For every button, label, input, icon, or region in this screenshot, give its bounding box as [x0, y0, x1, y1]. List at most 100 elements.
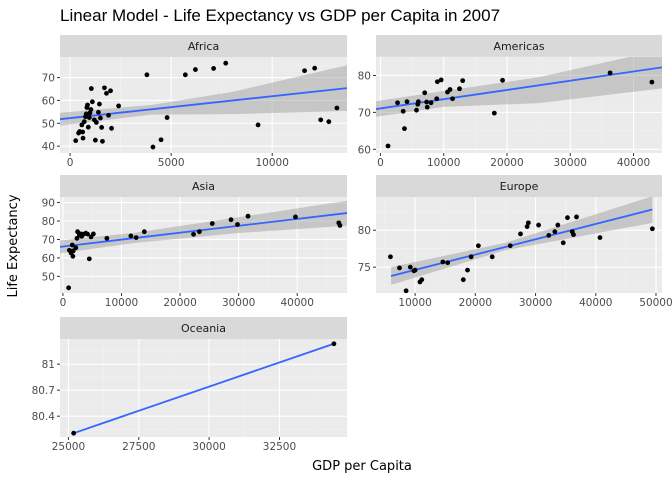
data-point	[440, 259, 446, 265]
y-tick-label: 60	[358, 144, 371, 156]
panel-background	[376, 197, 662, 293]
data-point	[489, 254, 495, 260]
data-point	[507, 243, 513, 249]
panel-background	[60, 57, 347, 153]
data-point	[102, 85, 107, 91]
data-point	[293, 214, 298, 220]
panel-plot-area	[71, 341, 337, 436]
data-point	[83, 111, 89, 117]
chart-title: Linear Model - Life Expectancy vs GDP pe…	[60, 6, 501, 25]
x-tick-label: 10000	[427, 157, 460, 169]
data-point	[491, 110, 497, 116]
y-tick-label: 75	[358, 262, 371, 274]
x-tick-label: 30000	[222, 297, 255, 309]
data-point	[302, 68, 307, 74]
x-tick-label: 10000	[398, 297, 431, 309]
data-point	[424, 104, 430, 110]
data-point	[552, 229, 558, 235]
data-point	[104, 235, 110, 241]
data-point	[403, 288, 409, 293]
x-tick-label: 30000	[554, 157, 587, 169]
facet-strip-label: Americas	[493, 40, 544, 53]
data-point	[141, 229, 147, 235]
data-point	[457, 86, 462, 92]
facet-strip	[60, 175, 347, 197]
data-point	[223, 60, 229, 66]
data-point	[312, 65, 318, 71]
data-point	[85, 231, 90, 237]
data-point	[144, 72, 150, 78]
facet-strip	[60, 317, 347, 339]
x-tick-label: 20000	[459, 297, 492, 309]
y-tick-label: 60	[42, 253, 55, 265]
panel-plot-area	[388, 197, 655, 293]
x-tick-label: 10000	[105, 297, 138, 309]
facet-strip	[376, 175, 662, 197]
facet-strip-label: Oceania	[181, 322, 226, 335]
data-point	[649, 226, 655, 232]
data-point	[326, 119, 332, 125]
data-point	[597, 235, 603, 241]
y-tick-label: 80.4	[32, 411, 56, 423]
data-point	[395, 100, 400, 106]
y-tick-label: 90	[42, 198, 55, 210]
panel-plot-area	[376, 57, 662, 149]
data-point	[100, 138, 105, 144]
x-tick-label: 10000	[256, 157, 289, 169]
data-point	[400, 108, 406, 114]
y-axis-title: Life Expectancy	[6, 194, 21, 297]
data-point	[86, 256, 92, 262]
x-tick-label: 50000	[639, 297, 672, 309]
y-tick-label: 81	[42, 359, 55, 371]
data-point	[88, 107, 94, 112]
y-tick-label: 70	[358, 107, 371, 119]
data-point	[255, 122, 261, 128]
data-point	[518, 231, 523, 237]
data-point	[385, 143, 391, 149]
data-point	[607, 70, 613, 76]
x-tick-label: 32500	[263, 441, 296, 453]
panel-background	[60, 197, 347, 293]
data-point	[70, 253, 76, 259]
x-tick-label: 0	[60, 297, 67, 309]
facet-strip-label: Europe	[500, 180, 539, 193]
data-point	[211, 66, 217, 71]
data-point	[191, 231, 196, 237]
confidence-band	[376, 57, 662, 117]
data-point	[525, 220, 531, 226]
data-point	[560, 240, 566, 246]
y-tick-label: 80.7	[32, 385, 55, 397]
facet-strip-label: Asia	[192, 180, 215, 193]
x-tick-label: 20000	[490, 157, 523, 169]
data-point	[73, 138, 79, 144]
data-point	[90, 231, 96, 237]
facet-strip-label: Africa	[188, 40, 219, 53]
data-point	[546, 233, 552, 238]
x-tick-label: 27500	[122, 441, 155, 453]
y-tick-label: 80	[358, 225, 371, 237]
y-tick-label: 80	[358, 70, 371, 82]
data-point	[419, 277, 425, 283]
panel-plot-area	[60, 200, 347, 291]
data-point	[475, 243, 481, 249]
x-tick-label: 40000	[617, 157, 650, 169]
y-tick-label: 50	[42, 118, 55, 130]
y-tick-label: 70	[42, 73, 55, 85]
facet-panels: Africa 0 5000 10000 40 50 60 70 Americas 0 10000 20…	[32, 35, 672, 453]
data-point	[235, 222, 240, 227]
data-point	[536, 222, 541, 228]
regression-line	[376, 66, 662, 110]
data-point	[74, 235, 80, 241]
data-point	[81, 119, 87, 125]
data-point	[197, 229, 202, 235]
facet-oceania: Oceania 25000 27500 30000 32500 80.4 80.7 81	[32, 317, 347, 453]
data-point	[500, 77, 505, 83]
data-point	[76, 130, 81, 136]
data-point	[128, 233, 134, 239]
data-point	[414, 107, 419, 113]
data-point	[69, 242, 75, 248]
y-tick-label: 80	[42, 216, 55, 228]
x-tick-label: 0	[67, 157, 74, 169]
data-point	[465, 267, 470, 273]
